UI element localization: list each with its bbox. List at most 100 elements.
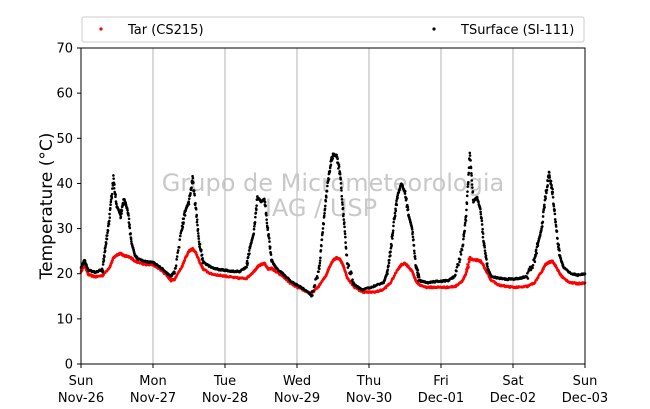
data-point: [397, 190, 401, 194]
data-point: [557, 247, 561, 250]
data-point: [323, 207, 327, 211]
watermark-line-1: Grupo de Micrometeorologia: [162, 169, 504, 197]
data-point: [341, 203, 344, 206]
data-point: [467, 171, 471, 175]
data-point: [343, 230, 347, 233]
y-tick-label: 0: [65, 358, 73, 373]
x-tick-label-day: Wed: [283, 374, 311, 389]
data-point: [201, 257, 204, 260]
data-point: [479, 210, 482, 214]
data-point: [182, 221, 185, 224]
data-point: [471, 190, 475, 193]
data-point: [464, 214, 468, 218]
data-point: [545, 188, 549, 192]
series-points: [79, 151, 587, 298]
data-point: [549, 179, 553, 183]
data-point: [342, 218, 346, 221]
data-point: [109, 203, 112, 207]
data-point: [553, 208, 556, 212]
data-point: [416, 268, 420, 272]
data-point: [465, 269, 469, 272]
data-point: [245, 259, 249, 263]
data-point: [394, 271, 398, 274]
data-point: [536, 276, 540, 280]
data-point: [265, 218, 268, 221]
data-point: [127, 217, 131, 221]
data-point: [467, 265, 470, 269]
x-tick-label-date: Dec-01: [418, 391, 464, 406]
data-point: [554, 225, 558, 228]
data-point: [323, 211, 326, 215]
data-point: [192, 189, 196, 193]
data-point: [413, 257, 417, 260]
data-point: [471, 186, 474, 189]
data-point: [393, 214, 397, 218]
data-point: [345, 253, 349, 257]
data-point: [417, 273, 421, 277]
data-point: [174, 266, 177, 270]
data-point: [468, 151, 472, 155]
data-point: [266, 226, 270, 230]
data-point: [200, 253, 204, 257]
x-tick-label-day: Thu: [356, 374, 381, 389]
data-point: [344, 247, 348, 250]
data-point: [246, 261, 249, 265]
legend: Tar (CS215) TSurface (SI-111): [81, 16, 585, 43]
data-point: [190, 186, 193, 189]
data-point: [175, 258, 178, 261]
data-point: [394, 209, 398, 213]
data-point: [412, 244, 416, 247]
data-point: [112, 174, 115, 177]
data-point: [178, 238, 182, 241]
data-point: [253, 225, 256, 228]
data-point: [339, 186, 343, 190]
data-point: [321, 227, 325, 230]
data-point: [480, 217, 483, 220]
data-point: [347, 264, 351, 267]
data-point: [318, 264, 321, 267]
data-point: [411, 230, 415, 234]
data-point: [411, 235, 415, 239]
data-point: [196, 232, 200, 235]
data-point: [464, 219, 468, 222]
data-point: [391, 229, 395, 232]
data-point: [327, 178, 330, 181]
data-point: [250, 240, 253, 244]
data-point: [454, 273, 457, 277]
data-point: [263, 197, 266, 201]
data-point: [343, 221, 346, 224]
data-point: [255, 204, 258, 207]
data-point: [106, 231, 109, 235]
data-point: [343, 232, 347, 236]
data-point: [113, 183, 116, 186]
data-point: [104, 242, 108, 246]
data-point: [543, 203, 546, 207]
data-point: [197, 240, 201, 243]
data-point: [392, 224, 395, 228]
x-tick-label-day: Fri: [433, 374, 449, 389]
data-point: [175, 255, 179, 258]
data-point: [341, 206, 345, 210]
data-point: [197, 234, 200, 238]
data-point: [320, 238, 324, 241]
data-point: [483, 246, 487, 249]
data-point: [406, 203, 409, 207]
data-point: [542, 210, 545, 214]
data-point: [265, 214, 268, 217]
data-point: [112, 177, 115, 180]
data-point: [328, 169, 332, 173]
data-point: [130, 240, 133, 243]
data-point: [344, 235, 347, 239]
data-point: [462, 237, 465, 241]
data-point: [264, 204, 267, 208]
data-point: [413, 255, 417, 258]
data-point: [176, 249, 180, 252]
data-point: [475, 196, 479, 199]
data-point: [558, 249, 561, 252]
data-point: [311, 294, 314, 297]
data-point: [387, 261, 391, 265]
data-point: [83, 259, 87, 263]
data-point: [340, 198, 344, 201]
data-point: [105, 237, 109, 241]
data-point: [197, 237, 201, 240]
